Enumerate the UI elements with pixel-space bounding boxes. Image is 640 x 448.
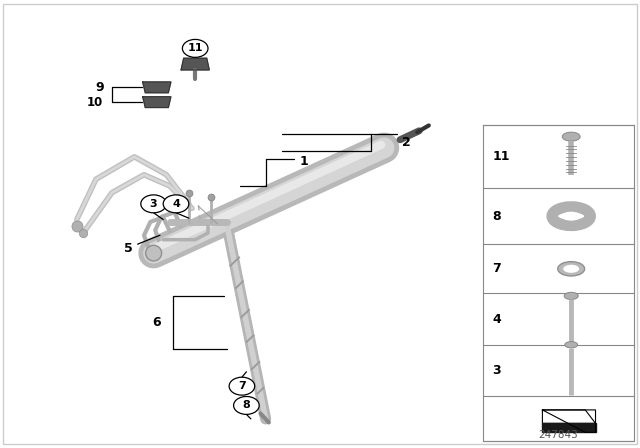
Text: 8: 8 bbox=[492, 210, 500, 223]
Ellipse shape bbox=[563, 265, 579, 273]
Polygon shape bbox=[543, 410, 596, 423]
Circle shape bbox=[234, 396, 259, 414]
Text: 7: 7 bbox=[492, 262, 501, 276]
Text: 4: 4 bbox=[172, 199, 180, 209]
Text: 1: 1 bbox=[300, 155, 308, 168]
Ellipse shape bbox=[564, 293, 579, 300]
Text: 10: 10 bbox=[86, 95, 103, 109]
Text: 11: 11 bbox=[492, 150, 509, 164]
Polygon shape bbox=[143, 82, 171, 93]
Polygon shape bbox=[143, 97, 171, 108]
Ellipse shape bbox=[146, 245, 161, 261]
Text: 5: 5 bbox=[124, 242, 132, 255]
Text: 3: 3 bbox=[492, 364, 500, 377]
Text: 6: 6 bbox=[152, 316, 161, 329]
Text: 4: 4 bbox=[492, 313, 501, 326]
Text: 247843: 247843 bbox=[538, 431, 579, 440]
Text: 7: 7 bbox=[238, 381, 246, 391]
Circle shape bbox=[182, 39, 208, 57]
Circle shape bbox=[141, 195, 166, 213]
Ellipse shape bbox=[562, 212, 581, 221]
Text: 9: 9 bbox=[95, 81, 104, 94]
Text: 2: 2 bbox=[402, 136, 411, 149]
Circle shape bbox=[163, 195, 189, 213]
FancyBboxPatch shape bbox=[483, 125, 634, 441]
Circle shape bbox=[229, 377, 255, 395]
Ellipse shape bbox=[565, 341, 578, 348]
Ellipse shape bbox=[563, 132, 580, 141]
Polygon shape bbox=[543, 423, 596, 432]
Text: 3: 3 bbox=[150, 199, 157, 209]
Text: 8: 8 bbox=[243, 401, 250, 410]
Polygon shape bbox=[181, 58, 209, 70]
Ellipse shape bbox=[558, 262, 585, 276]
Text: 11: 11 bbox=[188, 43, 203, 53]
